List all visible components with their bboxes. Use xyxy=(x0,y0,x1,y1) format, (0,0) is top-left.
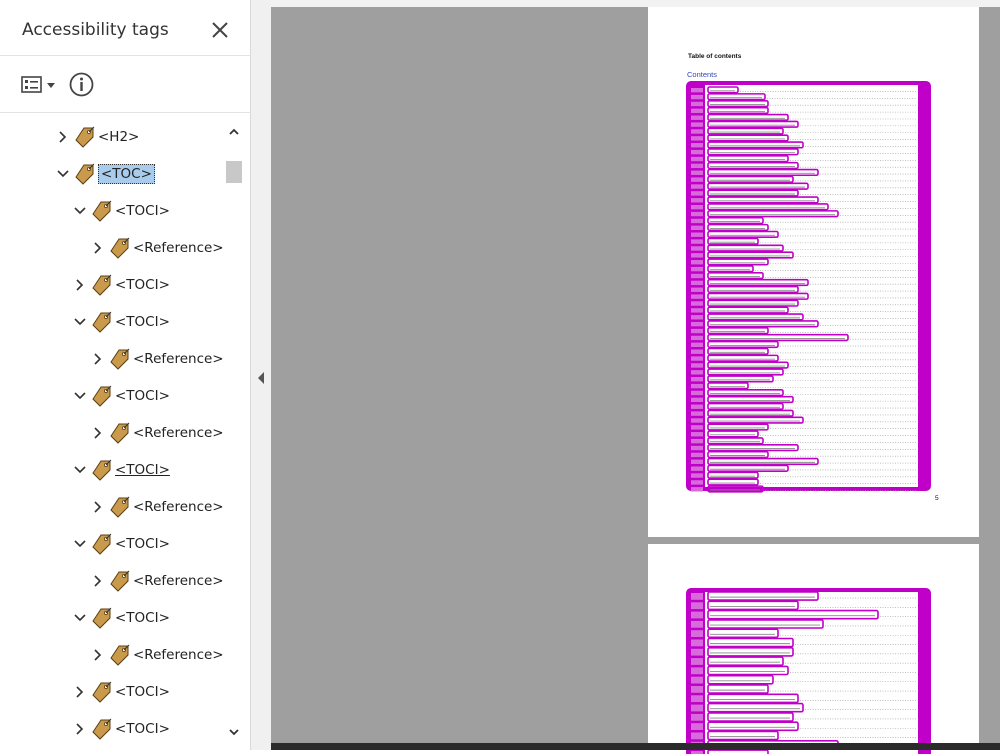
chevron-right-icon[interactable] xyxy=(72,721,88,737)
tree-node-reference[interactable]: <Reference> xyxy=(90,344,224,374)
options-menu-icon[interactable] xyxy=(20,73,62,97)
panel-title: Accessibility tags xyxy=(22,20,169,40)
tree-node-h2[interactable]: <H2> xyxy=(55,122,139,152)
chevron-down-icon[interactable] xyxy=(72,314,88,330)
chevron-down-icon[interactable] xyxy=(72,203,88,219)
tag-icon xyxy=(110,422,130,444)
tree-node-reference[interactable]: <Reference> xyxy=(90,492,224,522)
page-number: 5 xyxy=(935,495,939,502)
tags-panel: Accessibility tags <H2> <TOC> <TOCI> <Refer… xyxy=(0,0,251,750)
tag-icon xyxy=(110,570,130,592)
chevron-right-icon[interactable] xyxy=(90,425,106,441)
scroll-down-icon[interactable] xyxy=(228,723,240,736)
scroll-thumb[interactable] xyxy=(226,161,242,183)
tree-node-label: <TOCI> xyxy=(115,203,170,219)
tag-icon xyxy=(110,348,130,370)
chevron-right-icon[interactable] xyxy=(55,129,71,145)
chevron-down-icon[interactable] xyxy=(72,388,88,404)
tree-node-label: <TOCI> xyxy=(115,536,170,552)
tree-node-label: <Reference> xyxy=(133,351,224,367)
tag-icon xyxy=(92,459,112,481)
tree-node-label: <H2> xyxy=(98,129,140,145)
tag-icon xyxy=(92,200,112,222)
tree-node-label: <TOCI> xyxy=(115,462,170,478)
tag-icon xyxy=(92,274,112,296)
tree-node-toci[interactable]: <TOCI> xyxy=(72,381,170,411)
close-icon[interactable] xyxy=(208,18,232,42)
tree-node-toci[interactable]: <TOCI> xyxy=(72,714,170,744)
tag-icon xyxy=(92,681,112,703)
chevron-right-icon[interactable] xyxy=(90,573,106,589)
info-icon[interactable] xyxy=(69,72,94,97)
chevron-right-icon[interactable] xyxy=(72,277,88,293)
tree-node-toci[interactable]: <TOCI> xyxy=(72,307,170,337)
scroll-up-icon[interactable] xyxy=(228,123,240,135)
toc-highlight-overlay-page-2 xyxy=(686,588,931,754)
toc-highlight-overlay xyxy=(686,81,931,493)
chevron-right-icon[interactable] xyxy=(90,647,106,663)
document-page-1: Table of contents Contents 5 xyxy=(648,7,979,537)
tree-node-toci[interactable]: <TOCI> xyxy=(72,196,170,226)
tree-node-label: <TOCI> xyxy=(115,314,170,330)
chevron-down-icon[interactable] xyxy=(55,166,71,182)
tree-node-label: <Reference> xyxy=(133,499,224,515)
tree-node-label: <Reference> xyxy=(133,425,224,441)
tree-node-reference[interactable]: <Reference> xyxy=(90,566,224,596)
viewer-top-edge xyxy=(271,0,1000,7)
tree-node-reference[interactable]: <Reference> xyxy=(90,418,224,448)
tag-icon xyxy=(110,496,130,518)
tree-node-toc[interactable]: <TOC> xyxy=(55,159,155,189)
tree-node-label: <TOCI> xyxy=(115,277,170,293)
tree-node-toci[interactable]: <TOCI> xyxy=(72,270,170,300)
tree-scrollbar[interactable] xyxy=(225,115,243,745)
chevron-down-icon[interactable] xyxy=(72,462,88,478)
chevron-down-icon[interactable] xyxy=(72,610,88,626)
tree-node-label: <TOCI> xyxy=(115,684,170,700)
tree-node-toci[interactable]: <TOCI> xyxy=(72,677,170,707)
tag-icon xyxy=(75,126,95,148)
chevron-right-icon[interactable] xyxy=(90,240,106,256)
tag-icon xyxy=(110,644,130,666)
contents-label: Contents xyxy=(687,70,718,79)
tag-icon xyxy=(92,718,112,740)
tree-node-label: <Reference> xyxy=(133,240,224,256)
toc-heading: Table of contents xyxy=(688,53,742,60)
tree-node-toci[interactable]: <TOCI> xyxy=(72,529,170,559)
tree-node-toci[interactable]: <TOCI> xyxy=(72,455,170,485)
panel-toolbar xyxy=(0,55,250,113)
tag-icon xyxy=(92,311,112,333)
tag-icon xyxy=(110,237,130,259)
document-page-2 xyxy=(648,544,979,754)
tree-node-label: <TOC> xyxy=(98,164,155,184)
tag-icon xyxy=(92,385,112,407)
panel-splitter[interactable] xyxy=(251,0,271,750)
tag-icon xyxy=(92,533,112,555)
tree-node-label: <Reference> xyxy=(133,647,224,663)
tree-node-label: <Reference> xyxy=(133,573,224,589)
tree-node-toci[interactable]: <TOCI> xyxy=(72,603,170,633)
tree-node-label: <TOCI> xyxy=(115,721,170,737)
tree-node-reference[interactable]: <Reference> xyxy=(90,640,224,670)
chevron-right-icon[interactable] xyxy=(90,499,106,515)
tree-node-label: <TOCI> xyxy=(115,388,170,404)
document-viewer[interactable]: Table of contents Contents 5 xyxy=(271,0,1000,754)
tag-icon xyxy=(75,163,95,185)
chevron-right-icon[interactable] xyxy=(72,684,88,700)
tag-tree: <H2> <TOC> <TOCI> <Reference> <TOCI> <TOCI> <R… xyxy=(0,112,225,750)
collapse-panel-icon[interactable] xyxy=(257,370,265,384)
viewer-bottom-edge xyxy=(271,743,1000,750)
chevron-down-icon[interactable] xyxy=(72,536,88,552)
tree-node-label: <TOCI> xyxy=(115,610,170,626)
tree-node-reference[interactable]: <Reference> xyxy=(90,233,224,263)
chevron-right-icon[interactable] xyxy=(90,351,106,367)
tag-icon xyxy=(92,607,112,629)
